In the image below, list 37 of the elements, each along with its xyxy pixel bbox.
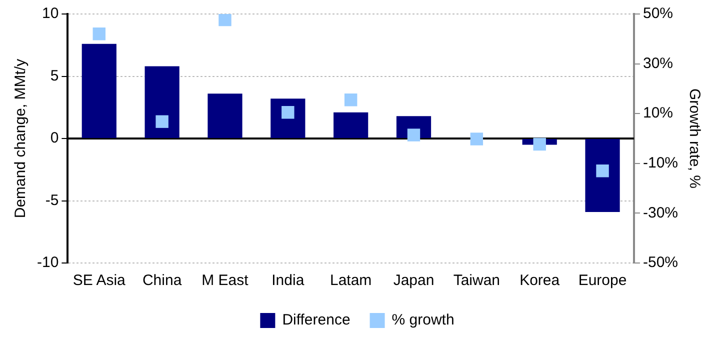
y-tick-label: 10	[42, 5, 59, 22]
y2-tick-label: -50%	[642, 254, 678, 272]
bar	[208, 94, 242, 138]
point	[344, 94, 358, 106]
bar	[144, 66, 180, 138]
y2-tick-label: -30%	[642, 204, 678, 222]
x-tick-label: M East	[202, 272, 250, 290]
bar	[334, 112, 368, 138]
y-tick-label: -5	[45, 192, 59, 209]
x-tick-label: Japan	[393, 272, 434, 290]
y-tick-label: -10	[36, 254, 59, 272]
point	[533, 138, 546, 151]
y2-tick-label: -10%	[642, 154, 678, 172]
y-tick-label: 0	[50, 130, 59, 147]
point	[218, 14, 232, 26]
y-axis-title: Demand change, MMt/y	[12, 58, 30, 218]
point	[156, 115, 168, 128]
x-tick-label: China	[142, 272, 182, 290]
bar	[585, 139, 620, 212]
y2-axis-title: Growth rate, %	[686, 88, 703, 189]
x-tick-label: India	[272, 272, 305, 290]
point	[92, 28, 106, 40]
x-tick-label: Korea	[520, 272, 560, 290]
point	[407, 128, 420, 142]
y-tick-label: 5	[50, 67, 59, 84]
point	[596, 164, 609, 178]
x-tick-label: SE Asia	[72, 272, 126, 290]
x-tick-label: Taiwan	[453, 272, 500, 290]
point	[470, 132, 484, 146]
y2-tick-label: 10%	[642, 104, 674, 122]
bar	[82, 44, 116, 138]
x-tick-label: Europe	[578, 272, 627, 290]
y2-tick-label: 30%	[642, 54, 674, 72]
legend-label: Difference	[282, 312, 350, 329]
x-tick-label: Latam	[330, 272, 372, 290]
legend-label: % growth	[392, 312, 454, 329]
y2-tick-label: 50%	[642, 5, 674, 22]
